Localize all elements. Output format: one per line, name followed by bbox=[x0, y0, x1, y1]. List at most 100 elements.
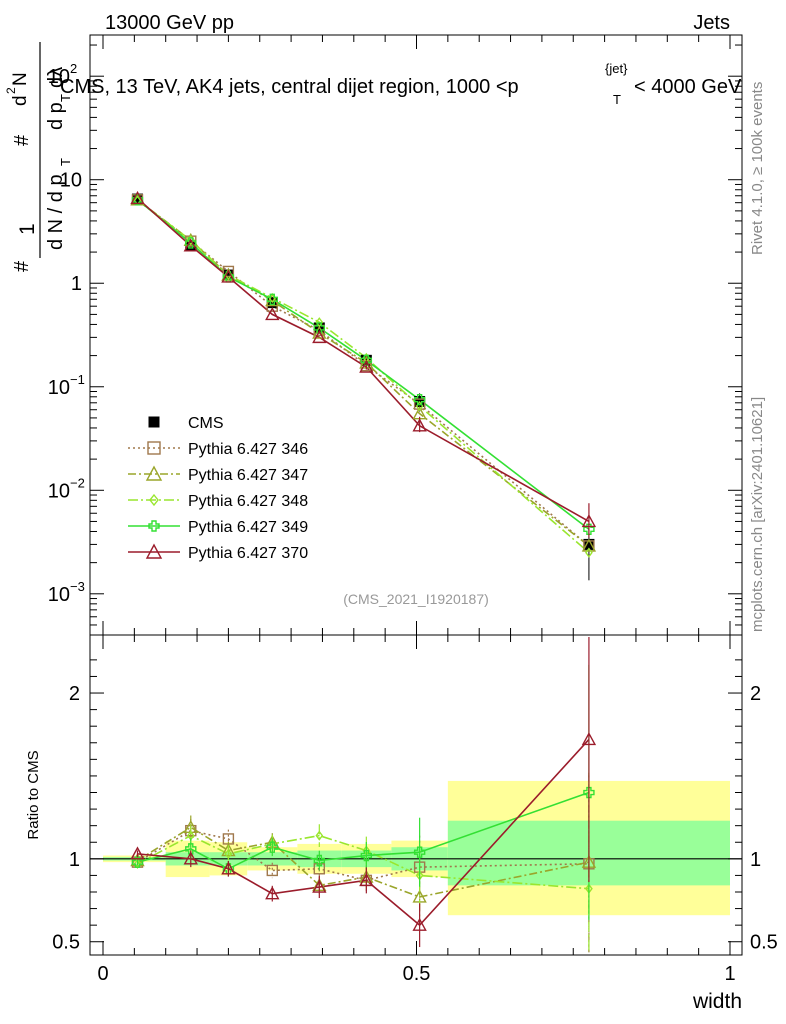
ratio-line-346 bbox=[137, 829, 589, 882]
main-y-tick-label: 1 bbox=[71, 273, 82, 295]
main-y-tick-exponent: −3 bbox=[70, 579, 85, 594]
legend-entry: Pythia 6.427 347 bbox=[128, 465, 308, 484]
plot-title-sup: {jet} bbox=[605, 61, 628, 76]
legend: CMS Pythia 6.427 346 Pythia 6.427 347 Pythi… bbox=[128, 415, 308, 562]
main-y-tick-label: 10 bbox=[60, 170, 82, 192]
ratio-point-370 bbox=[130, 846, 145, 860]
analysis-id-watermark: (CMS_2021_I1920187) bbox=[343, 591, 489, 607]
ratio-line-348 bbox=[137, 834, 589, 890]
x-tick-label: 0.5 bbox=[403, 963, 431, 985]
y-label-hash-1: # bbox=[11, 260, 33, 272]
mcplots-label: mcplots.cern.ch [arXiv:2401.10621] bbox=[749, 397, 766, 632]
main-y-tick-exponent: −2 bbox=[70, 475, 85, 490]
ratio-point-370 bbox=[265, 886, 280, 900]
series-point-349 bbox=[266, 293, 278, 305]
series-point-347 bbox=[312, 325, 327, 339]
ratio-y-tick-label: 0.5 bbox=[52, 932, 80, 954]
legend-marker bbox=[149, 493, 159, 507]
plot-title-suffix: < 4000 GeV bbox=[634, 76, 742, 98]
legend-entry: Pythia 6.427 370 bbox=[128, 543, 308, 562]
ratio-point-370 bbox=[412, 917, 427, 931]
main-y-tick-label: 10 bbox=[48, 377, 70, 399]
series-point-347 bbox=[265, 293, 280, 307]
x-axis-label: width bbox=[692, 990, 742, 1013]
ratio-line-370 bbox=[137, 738, 590, 927]
ratio-point-349 bbox=[360, 849, 373, 862]
series-point-370 bbox=[581, 513, 597, 528]
plot-title: CMS, 13 TeV, AK4 jets, central dijet reg… bbox=[60, 61, 742, 107]
series-line-349 bbox=[136, 199, 590, 530]
ratio-point-349 bbox=[583, 786, 595, 799]
ratio-point-370 bbox=[312, 879, 327, 893]
legend-marker bbox=[147, 441, 161, 455]
ratio-point-349 bbox=[413, 846, 426, 858]
ratio-point-348 bbox=[315, 830, 324, 841]
legend-label: Pythia 6.427 348 bbox=[188, 493, 308, 510]
collision-label: 13000 GeV pp bbox=[105, 12, 234, 34]
legend-label: Pythia 6.427 347 bbox=[188, 467, 308, 484]
legend-label: CMS bbox=[188, 415, 224, 432]
y-label-dp: d p bbox=[45, 102, 67, 130]
plot-title-prefix: CMS, 13 TeV, AK4 jets, central dijet reg… bbox=[60, 76, 519, 98]
series-point-370 bbox=[412, 418, 427, 432]
series-point-370 bbox=[183, 238, 198, 252]
ratio-line-347 bbox=[137, 826, 590, 898]
series-point-370 bbox=[130, 190, 145, 205]
y-label-one: 1 bbox=[16, 223, 39, 235]
y-label-hash-2: # bbox=[11, 134, 33, 146]
analysis-category: Jets bbox=[693, 12, 730, 34]
ratio-y-tick-label-right: 2 bbox=[750, 683, 761, 705]
series-point-348 bbox=[585, 547, 593, 558]
ratio-y-tick-label-right: 0.5 bbox=[750, 932, 778, 954]
legend-marker bbox=[148, 520, 160, 532]
main-y-tick-label: 10 bbox=[48, 66, 70, 88]
series-point-349 bbox=[185, 237, 197, 249]
legend-marker bbox=[148, 416, 160, 428]
ratio-point-349 bbox=[313, 854, 326, 867]
series-point-370 bbox=[359, 359, 374, 373]
legend-entry: Pythia 6.427 346 bbox=[128, 441, 308, 458]
ratio-panel: 0.5 0.5 1 1 2 2 0 0.5 1 bbox=[52, 634, 778, 985]
ratio-y-axis-label: Ratio to CMS bbox=[25, 750, 42, 839]
ratio-y-tick-label: 1 bbox=[69, 849, 80, 871]
series-line-348 bbox=[137, 199, 590, 554]
ratio-y-tick-label: 2 bbox=[69, 683, 80, 705]
series-point-370 bbox=[221, 269, 236, 283]
ratio-point-348 bbox=[224, 848, 233, 860]
series-point-346 bbox=[222, 265, 235, 278]
ratio-point-346 bbox=[266, 864, 278, 877]
legend-label: Pythia 6.427 346 bbox=[188, 441, 308, 458]
legend-marker bbox=[145, 465, 163, 481]
legend-marker bbox=[145, 543, 163, 559]
ratio-point-370 bbox=[221, 861, 236, 875]
legend-label: Pythia 6.427 370 bbox=[188, 545, 308, 562]
main-y-axis-label: # 1 d N / d p T # d 2 N d p T dλ bbox=[4, 42, 73, 272]
main-y-tick-label: 10 bbox=[48, 584, 70, 606]
ratio-point-349 bbox=[131, 856, 144, 868]
ratio-point-349 bbox=[266, 841, 278, 853]
series-point-347 bbox=[581, 538, 597, 552]
ratio-point-349 bbox=[185, 843, 197, 855]
series-point-348 bbox=[315, 317, 324, 328]
main-y-tick-exponent: 2 bbox=[70, 61, 77, 76]
x-tick-label: 0 bbox=[97, 963, 108, 985]
series-point-370 bbox=[265, 306, 280, 321]
y-label-d: d bbox=[10, 95, 31, 106]
series-point-370 bbox=[312, 329, 327, 344]
main-y-tick-label: 10 bbox=[48, 480, 70, 502]
y-label-denominator: d N / d p bbox=[45, 174, 67, 250]
ratio-point-347 bbox=[221, 843, 236, 857]
main-y-tick-exponent: −1 bbox=[70, 372, 85, 387]
ratio-line-349 bbox=[137, 791, 590, 870]
series-point-349 bbox=[413, 393, 426, 406]
ratio-y-tick-label-right: 1 bbox=[750, 849, 761, 871]
ratio-frame bbox=[89, 634, 743, 956]
series-point-349 bbox=[583, 523, 595, 535]
plot-title-sub: T bbox=[613, 92, 621, 107]
legend-entry: CMS bbox=[148, 415, 224, 432]
ratio-point-370 bbox=[581, 731, 597, 746]
y-label-dlambda: dλ bbox=[45, 67, 67, 88]
y-label-sub-t: T bbox=[58, 158, 73, 166]
